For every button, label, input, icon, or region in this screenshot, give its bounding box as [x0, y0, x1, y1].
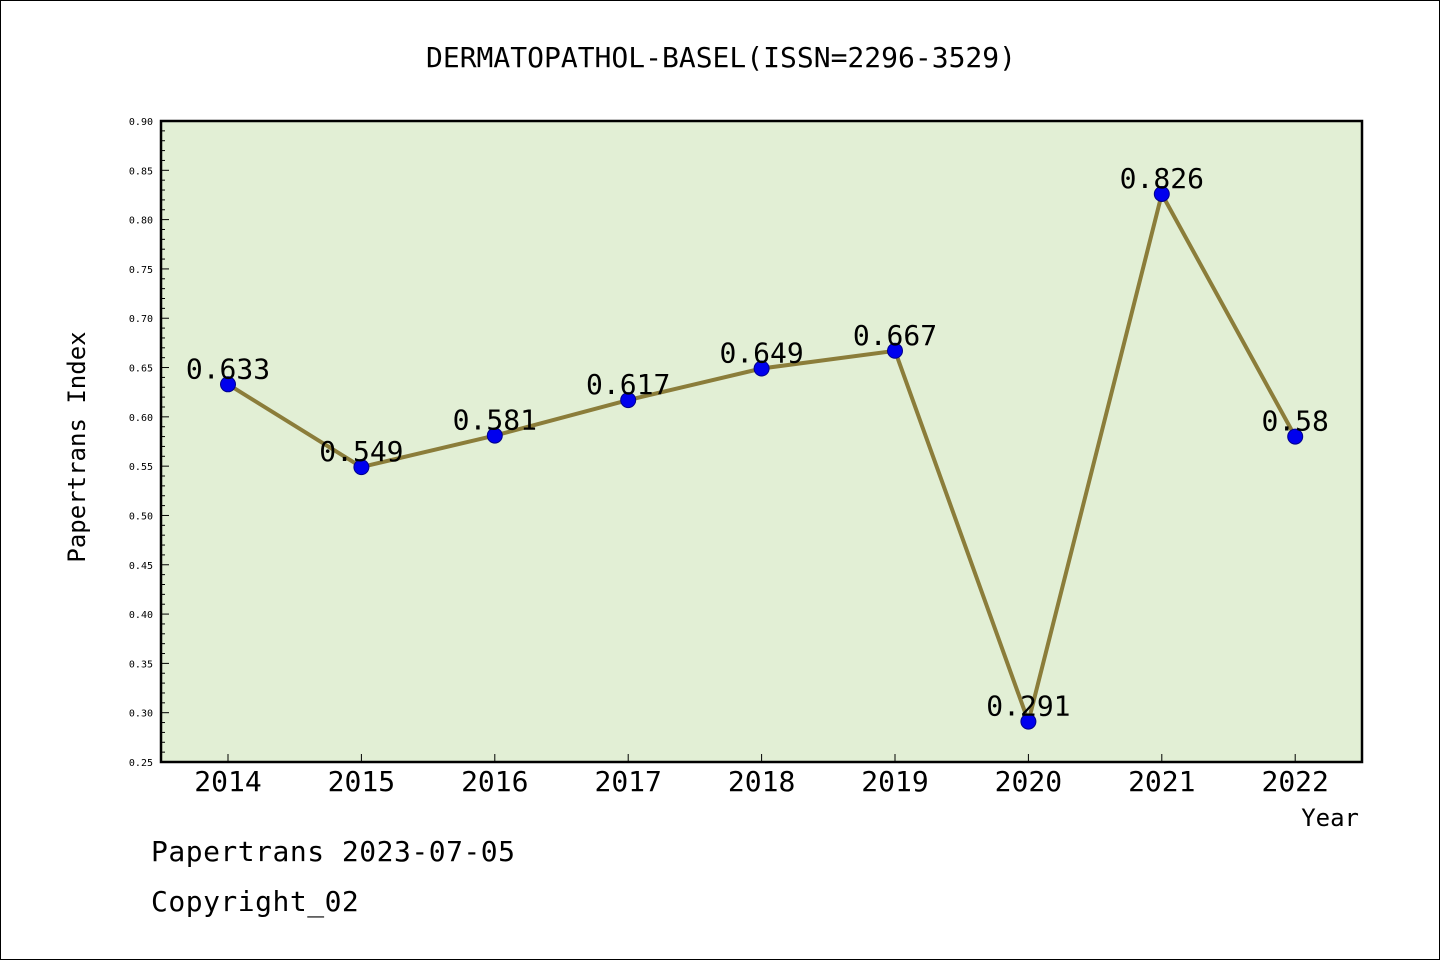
y-tick-label: 0.60: [129, 413, 153, 424]
y-tick-label: 0.80: [129, 216, 153, 227]
y-tick-label: 0.35: [129, 659, 153, 670]
y-tick-label: 0.30: [129, 709, 153, 720]
data-label: 0.649: [719, 337, 803, 370]
x-tick-label: 2014: [194, 765, 261, 798]
data-label: 0.581: [453, 404, 537, 437]
x-tick-label: 2018: [728, 765, 795, 798]
x-tick-label: 2017: [594, 765, 661, 798]
data-point: [1153, 185, 1170, 202]
data-label: 0.667: [853, 319, 937, 352]
x-tick-label: 2022: [1261, 765, 1328, 798]
footer-copyright: Copyright_02: [151, 885, 360, 918]
data-label: 0.58: [1261, 405, 1328, 438]
footer-date: Papertrans 2023-07-05: [151, 835, 516, 868]
y-axis-ticks: 0.25 0.30 0.35 0.40 0.45 0.50 0.55 0.60 0.65 0.70…: [129, 117, 169, 769]
y-tick-label: 0.55: [129, 462, 153, 473]
data-point: [620, 392, 637, 409]
data-label: 0.617: [586, 368, 670, 401]
data-point: [1020, 713, 1037, 730]
data-label: 0.291: [986, 690, 1070, 723]
y-tick-label: 0.90: [129, 117, 153, 128]
data-markers: [220, 185, 1304, 730]
x-tick-label: 2020: [995, 765, 1062, 798]
x-tick-label: 2015: [328, 765, 395, 798]
data-point: [486, 427, 503, 444]
data-label: 0.633: [186, 352, 270, 385]
y-tick-label: 0.85: [129, 166, 153, 177]
x-tick-label: 2021: [1128, 765, 1195, 798]
data-label: 0.826: [1120, 162, 1204, 195]
x-axis-ticks: 2014 2015 2016 2017 2018 2019 2020 2021 2022: [194, 754, 1329, 798]
data-labels: 0.633 0.549 0.581 0.617 0.649 0.667 0.291 0.826…: [186, 162, 1329, 723]
y-tick-label: 0.50: [129, 511, 153, 522]
y-tick-label: 0.25: [129, 758, 153, 769]
data-point: [1287, 428, 1304, 445]
data-point: [353, 459, 370, 476]
plot-border: [159, 119, 1364, 764]
y-tick-label: 0.75: [129, 265, 153, 276]
y-tick-label: 0.65: [129, 364, 153, 375]
y-tick-label: 0.40: [129, 610, 153, 621]
chart-title: DERMATOPATHOL-BASEL(ISSN=2296-3529): [426, 41, 1016, 74]
plot-area: [161, 121, 1362, 762]
x-tick-label: 2016: [461, 765, 528, 798]
y-tick-label: 0.45: [129, 561, 153, 572]
data-label: 0.549: [319, 435, 403, 468]
x-tick-label: 2019: [861, 765, 928, 798]
data-point: [220, 376, 236, 393]
y-axis-label: Papertrans Index: [63, 331, 91, 562]
data-point: [753, 360, 770, 377]
x-axis-label: Year: [1301, 804, 1359, 832]
data-point: [887, 342, 903, 359]
y-tick-label: 0.70: [129, 314, 153, 325]
